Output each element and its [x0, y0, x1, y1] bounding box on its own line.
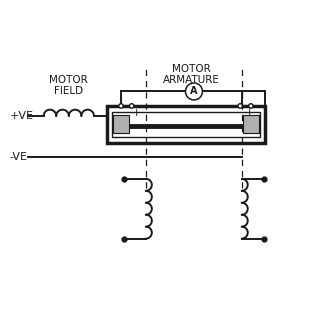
Text: FIELD: FIELD [54, 86, 84, 96]
Circle shape [238, 104, 242, 108]
Circle shape [119, 104, 123, 108]
Text: MOTOR: MOTOR [49, 75, 88, 85]
Bar [112, 112, 260, 137]
Text: MOTOR: MOTOR [172, 64, 211, 74]
Circle shape [186, 83, 203, 100]
Text: ARMATURE: ARMATURE [163, 75, 220, 85]
Bar [113, 115, 129, 133]
Circle shape [130, 104, 134, 108]
Bar [243, 115, 259, 133]
Text: +: + [132, 108, 141, 118]
Text: A: A [190, 86, 198, 96]
Text: -VE: -VE [10, 152, 28, 162]
Text: +VE: +VE [10, 111, 34, 121]
Bar [107, 106, 265, 143]
Circle shape [249, 104, 253, 108]
Text: +: + [245, 108, 254, 118]
